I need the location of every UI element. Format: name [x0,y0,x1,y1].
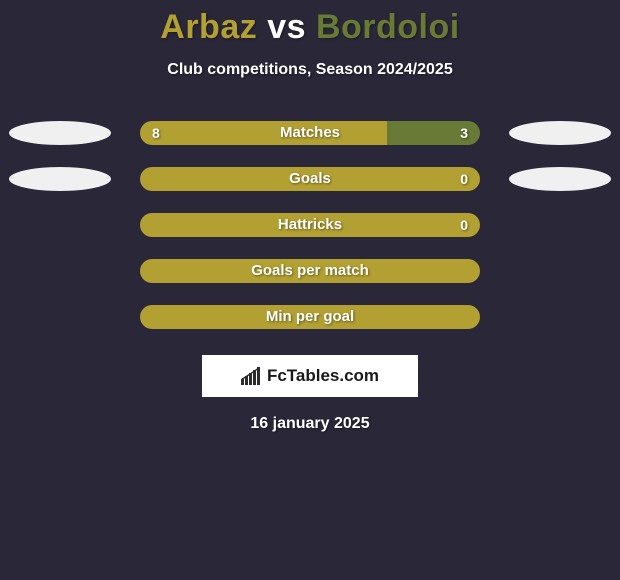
stat-row: Goals per match [0,259,620,283]
bar-chart-icon [241,367,261,385]
page-title: Arbaz vs Bordoloi [0,8,620,47]
player1-avatar-placeholder [9,167,111,191]
attribution-box: FcTables.com [202,355,418,397]
snapshot-date: 16 january 2025 [0,415,620,433]
stat-value-right: 3 [460,121,468,145]
player1-name: Arbaz [160,8,257,46]
stat-bar: 0Hattricks [140,213,480,237]
attribution-text: FcTables.com [267,366,379,386]
stat-bar-left [140,305,480,329]
player1-avatar-placeholder [9,121,111,145]
subtitle: Club competitions, Season 2024/2025 [0,61,620,79]
stat-bar-left [140,121,387,145]
stats-list: 83Matches0Goals0HattricksGoals per match… [0,121,620,329]
player2-avatar-placeholder [509,121,611,145]
stat-bar-left [140,259,480,283]
stat-bar-left [140,167,480,191]
stat-row: Min per goal [0,305,620,329]
stat-bar: Min per goal [140,305,480,329]
stat-bar: 83Matches [140,121,480,145]
vs-separator: vs [267,8,306,46]
player2-name: Bordoloi [316,8,460,46]
stat-bar: 0Goals [140,167,480,191]
stat-row: 0Hattricks [0,213,620,237]
stat-bar: Goals per match [140,259,480,283]
stat-row: 0Goals [0,167,620,191]
stat-row: 83Matches [0,121,620,145]
stat-value-left: 8 [152,121,160,145]
stat-bar-left [140,213,480,237]
player2-avatar-placeholder [509,167,611,191]
comparison-widget: Arbaz vs Bordoloi Club competitions, Sea… [0,0,620,433]
stat-value-right: 0 [460,167,468,191]
stat-value-right: 0 [460,213,468,237]
